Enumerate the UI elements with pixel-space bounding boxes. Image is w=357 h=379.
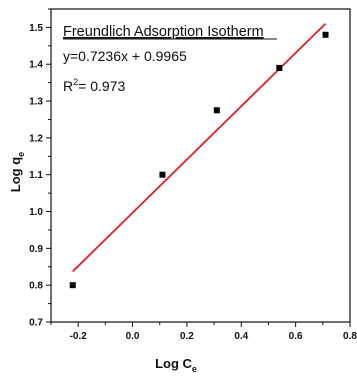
- x-axis: -0.2 0.0 0.2 0.4 0.6 0.8: [50, 322, 357, 342]
- plot-frame: [50, 8, 351, 323]
- x-tick-label: 0.6: [289, 331, 303, 342]
- x-tick-label: 0.2: [180, 331, 194, 342]
- fit-line-group: [72, 22, 327, 273]
- data-point: [213, 107, 220, 114]
- data-point: [69, 282, 76, 289]
- annotation-title: Freundlich Adsorption Isotherm: [63, 24, 264, 40]
- x-axis-title: Log Ce: [155, 356, 197, 374]
- y-axis-title-sub: e: [16, 152, 26, 157]
- x-axis-title-main: Log C: [155, 356, 192, 371]
- r2-superscript: 2: [73, 77, 78, 87]
- y-tick-label: 0.8: [29, 281, 43, 292]
- y-tick-label: 1.2: [29, 133, 43, 144]
- x-tick-label: -0.2: [70, 331, 88, 342]
- y-axis-title: Log qe: [8, 152, 26, 192]
- y-tick-label: 1.0: [29, 207, 43, 218]
- y-axis: 0.7 0.8 0.9 1.0 1.1 1.2 1.3 1.4 1.5: [29, 8, 51, 329]
- x-axis-title-sub: e: [192, 364, 197, 374]
- r2-value: = 0.973: [78, 78, 125, 94]
- data-points: [69, 31, 329, 289]
- y-tick-label: 1.5: [29, 23, 43, 34]
- y-axis-title-main: Log q: [8, 157, 23, 192]
- annotation-equation: y=0.7236x + 0.9965: [63, 48, 187, 64]
- x-tick-label: 0.8: [343, 331, 357, 342]
- y-tick-label: 1.1: [29, 170, 43, 181]
- fit-line: [72, 22, 327, 273]
- y-tick-label: 0.7: [29, 318, 43, 329]
- x-tick-label: 0.4: [234, 331, 248, 342]
- data-point: [276, 64, 283, 71]
- y-tick-label: 0.9: [29, 244, 43, 255]
- x-tick-label: 0.0: [126, 331, 140, 342]
- annotation-r2: R2= 0.973: [63, 77, 125, 94]
- r2-prefix: R: [63, 78, 73, 94]
- plot-frame-group: [50, 8, 351, 323]
- y-tick-label: 1.3: [29, 97, 43, 108]
- data-point: [159, 171, 166, 178]
- y-tick-label: 1.4: [29, 60, 43, 71]
- data-point: [322, 31, 329, 38]
